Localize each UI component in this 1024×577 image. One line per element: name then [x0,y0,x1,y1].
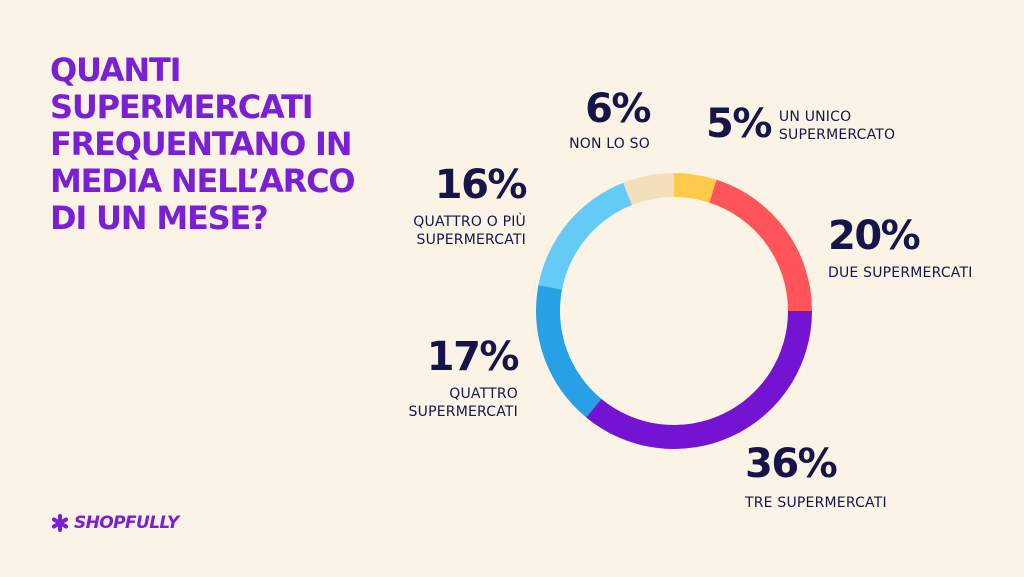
slice-label-quattro: 17% QUATTRO SUPERMERCATI [370,334,520,421]
brand-logo: SHOPFULLY [50,513,179,533]
slice-desc-quattro-o-piu: QUATTRO O PIÙ SUPERMERCATI [413,214,526,248]
donut-slice-quattro [536,285,602,418]
slice-label-non-lo-so: 6% NON LO SO [520,86,651,153]
slice-desc-tre: TRE SUPERMERCATI [745,495,887,511]
slice-desc-quattro: QUATTRO SUPERMERCATI [408,386,518,420]
slice-desc-due: DUE SUPERMERCATI [828,265,973,281]
slice-value-un-unico: 5% [706,101,772,147]
slice-value-quattro-o-piu: 16% [434,162,528,208]
slice-desc-un-unico: UN UNICO SUPERMERCATO [778,109,896,143]
slice-value-quattro: 17% [426,334,520,380]
slice-value-tre: 36% [745,441,838,487]
donut-slice-due [709,179,812,311]
donut-slice-tre [586,311,812,449]
slice-desc-non-lo-so: NON LO SO [569,136,650,152]
slice-value-due: 20% [828,213,921,259]
slice-label-due: 20% DUE SUPERMERCATI [828,214,973,282]
donut-slice-un-unico [674,173,717,203]
donut-slice-quattro-o-piu [538,182,633,290]
slice-label-un-unico: 5% UN UNICO SUPERMERCATO [706,102,919,146]
slice-label-tre: 36% TRE SUPERMERCATI [745,442,887,512]
slice-value-non-lo-so: 6% [585,86,651,132]
chart-title: Quanti supermercati frequentano in media… [50,51,356,237]
slice-label-quattro-o-piu: 16% QUATTRO O PIÙ SUPERMERCATI [350,162,528,249]
donut-slice-non-lo-so [623,173,674,206]
brand-name: SHOPFULLY [74,513,179,533]
asterisk-logo-icon [51,514,69,532]
